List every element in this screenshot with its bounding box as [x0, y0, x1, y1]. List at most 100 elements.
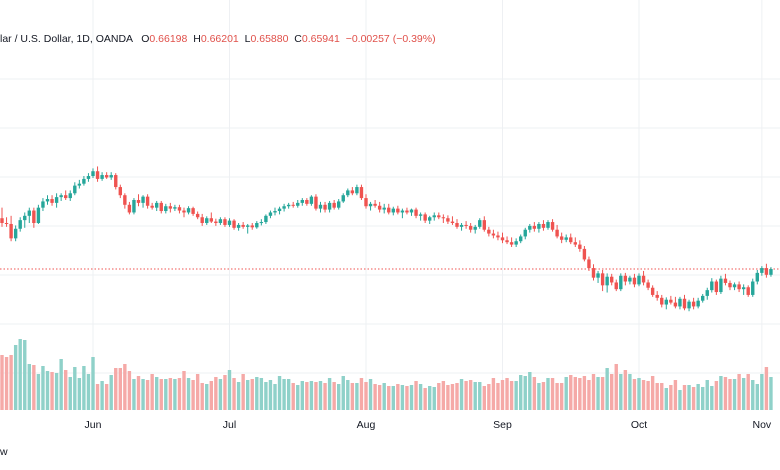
candle-body: [687, 301, 691, 309]
candle-body: [77, 183, 82, 186]
volume-bar: [273, 384, 277, 410]
candle-body: [327, 202, 332, 210]
volume-bar: [359, 378, 364, 410]
volume-bar: [650, 376, 655, 410]
candle-body: [296, 202, 300, 206]
candle-body: [751, 281, 755, 295]
candle-body: [95, 171, 100, 179]
volume-bar: [373, 384, 377, 410]
volume-bar: [136, 376, 141, 410]
candle-body: [596, 273, 600, 278]
volume-bar: [323, 383, 327, 410]
volume-bar: [387, 386, 391, 410]
candle: [27, 207, 31, 224]
volume-bar: [632, 379, 637, 410]
candle: [564, 234, 568, 243]
candle: [50, 195, 54, 206]
candle-body: [346, 190, 350, 196]
volume-bar: [377, 385, 382, 410]
candle-body: [428, 217, 432, 221]
candle: [441, 214, 446, 224]
candle: [596, 270, 600, 283]
volume-bar: [578, 378, 582, 410]
candle-body: [655, 294, 659, 298]
volume-bar: [423, 388, 427, 410]
volume-bar: [32, 365, 36, 410]
candle: [619, 273, 623, 292]
candle: [173, 204, 177, 212]
candle: [391, 206, 395, 216]
volume-bar: [246, 380, 250, 410]
volume-bar: [18, 339, 22, 410]
close-value: 0.65941: [301, 33, 340, 45]
volume-bar: [428, 386, 432, 410]
volume-bar: [669, 385, 673, 410]
volume-bar: [500, 380, 505, 410]
x-tick-label: Jul: [223, 419, 236, 431]
candle: [446, 215, 450, 224]
x-tick-label: Jun: [85, 419, 102, 431]
candle: [86, 173, 91, 182]
volume-bar: [100, 381, 104, 410]
candle: [496, 231, 500, 241]
candle-body: [432, 215, 436, 218]
volume-bar: [691, 387, 696, 410]
candle: [732, 282, 737, 291]
candle-body: [286, 204, 291, 207]
candle-body: [769, 269, 773, 275]
candle: [337, 199, 341, 210]
volume-bar: [687, 385, 691, 410]
volume-bar: [364, 382, 368, 410]
candle-body: [623, 275, 628, 282]
volume-bar: [546, 378, 550, 410]
candle: [205, 216, 209, 225]
candle-body: [396, 208, 400, 213]
candle: [136, 194, 141, 207]
volume-bar: [86, 374, 91, 410]
candle: [587, 256, 591, 271]
volume-bar: [391, 386, 395, 410]
candle-body: [573, 242, 577, 245]
volume-bar: [150, 374, 154, 410]
candle: [705, 287, 709, 300]
candle: [82, 176, 86, 186]
volume-bar: [341, 376, 345, 410]
candle-body: [259, 222, 264, 224]
candle-body: [619, 275, 623, 290]
candle-body: [186, 208, 191, 213]
volume-bar: [437, 383, 441, 410]
volume-bar: [259, 378, 264, 410]
x-tick-label: Sep: [493, 419, 512, 431]
candle-body: [377, 205, 382, 210]
candle-body: [414, 209, 418, 216]
volume-bar: [614, 364, 618, 410]
volume-bar: [569, 375, 573, 410]
candle-body: [68, 193, 72, 199]
candle-body: [82, 178, 86, 184]
volume-bar: [723, 377, 728, 410]
volume-bar: [200, 383, 204, 410]
volume-bar: [218, 379, 223, 410]
candle: [332, 200, 336, 210]
candle-body: [755, 272, 759, 282]
volume-bar: [519, 375, 523, 410]
candle: [109, 172, 113, 180]
candle: [641, 270, 646, 286]
volume-bar: [314, 382, 318, 410]
candle-body: [109, 175, 113, 178]
candle: [77, 179, 82, 189]
volume-bar: [27, 364, 31, 410]
candle-body: [177, 207, 182, 211]
candle: [432, 212, 436, 221]
candle: [569, 233, 573, 245]
candle: [769, 267, 773, 277]
volume-bar: [118, 368, 122, 410]
volume-bar: [678, 390, 682, 410]
candle-body: [54, 197, 59, 203]
candle: [582, 246, 587, 262]
candle-body: [714, 281, 719, 293]
low-value: 0.65880: [250, 33, 289, 45]
volume-bar: [368, 379, 373, 410]
candle-body: [291, 204, 295, 206]
